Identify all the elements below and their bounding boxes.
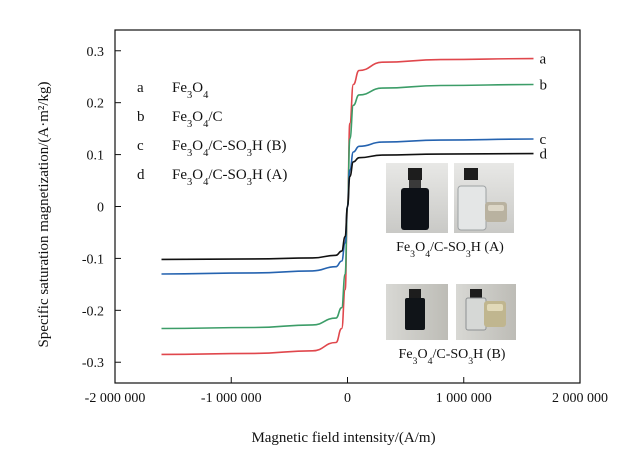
- y-axis: -0.3 -0.2 -0.1 0 0.1 0.2 0.3 Specific saturatio…: [36, 45, 121, 371]
- x-tick-label: -2 000 000: [85, 391, 146, 406]
- photo-caption-a: Fe3O4/C-SO3H (A): [396, 240, 504, 260]
- legend-label-c: Fe3O4/C-SO3H (B): [172, 138, 287, 159]
- legend-label-a: Fe3O4: [172, 80, 209, 101]
- series-end-label-b: b: [540, 78, 548, 94]
- y-tick-label: 0.3: [87, 45, 105, 60]
- series-line-d: [161, 152, 534, 261]
- y-tick-label: 0: [97, 201, 104, 216]
- series-end-label-d: d: [540, 147, 548, 163]
- vial-body-b2: [465, 297, 487, 331]
- x-tick-label: 2 000 000: [552, 391, 608, 406]
- vial-body-a: [401, 188, 429, 230]
- vial-body-a2: [457, 185, 487, 231]
- series-end-label-c: c: [540, 132, 547, 148]
- x-axis: -2 000 000 -1 000 000 0 1 000 000 2 000 000 M…: [85, 377, 608, 446]
- magnet-b-shine: [487, 304, 503, 311]
- x-axis-title: Magnetic field intensity/(A/m): [251, 430, 435, 446]
- legend-letter-b: b: [137, 109, 145, 125]
- legend: a Fe3O4 b Fe3O4/C c Fe3O4/C-SO3H (B) d Fe3O4/C-…: [137, 80, 287, 188]
- legend-letter-a: a: [137, 80, 144, 96]
- y-tick-label: 0.2: [87, 97, 105, 112]
- series-end-label-a: a: [540, 52, 547, 68]
- vial-cap-a2: [464, 168, 478, 180]
- y-tick-label: -0.1: [82, 252, 104, 267]
- photo-inset-a: [386, 163, 514, 233]
- vial-cap-b: [409, 289, 421, 298]
- magnet-a-shine: [488, 205, 504, 211]
- x-tick-label: 0: [344, 391, 351, 406]
- vial-cap-a: [408, 168, 422, 180]
- series-lines: [161, 57, 534, 356]
- legend-letter-d: d: [137, 167, 145, 183]
- photo-caption-b: Fe3O4/C-SO3H (B): [399, 347, 506, 367]
- legend-label-d: Fe3O4/C-SO3H (A): [172, 167, 287, 188]
- y-tick-label: -0.2: [82, 304, 104, 319]
- y-axis-title: Specific saturation magnetization/(A·m²/…: [36, 81, 52, 347]
- y-tick-label: -0.3: [82, 356, 104, 371]
- x-tick-label: 1 000 000: [436, 391, 492, 406]
- vial-body-b: [405, 298, 425, 330]
- y-tick-label: 0.1: [87, 149, 105, 164]
- vial-neck-a: [409, 180, 421, 188]
- x-tick-label: -1 000 000: [201, 391, 262, 406]
- series-end-labels: ab cd: [540, 52, 548, 163]
- photo-inset-b: [386, 284, 516, 340]
- vial-cap-b2: [470, 289, 482, 298]
- legend-label-b: Fe3O4/C: [172, 109, 223, 130]
- legend-letter-c: c: [137, 138, 144, 154]
